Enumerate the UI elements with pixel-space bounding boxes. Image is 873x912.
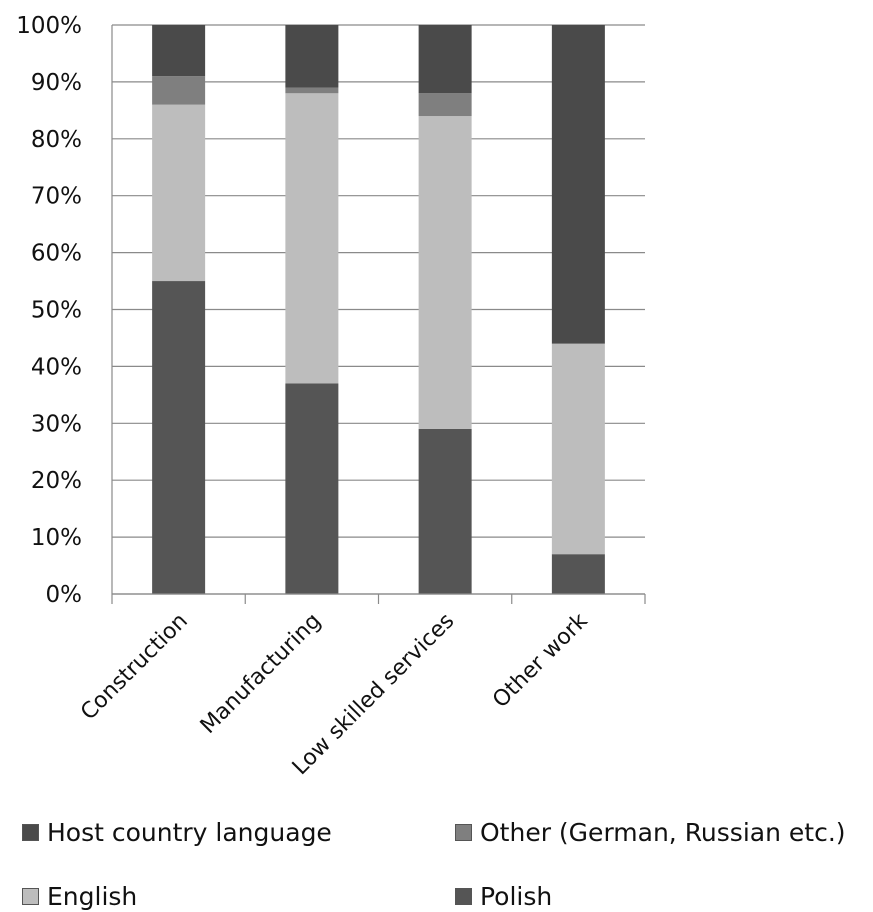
bar-segment-english-low-skilled-services [418, 116, 472, 429]
y-tick-label: 90% [31, 70, 82, 96]
legend-label-english: English [47, 882, 138, 911]
y-tick-label: 80% [31, 127, 82, 153]
y-tick-label: 100% [16, 13, 82, 39]
bar-segment-polish-manufacturing [285, 383, 339, 594]
y-tick-label: 0% [46, 582, 83, 608]
legend-swatch-polish [455, 888, 472, 905]
legend-swatch-host-country-language [22, 824, 39, 841]
bar-segment-host-country-language-low-skilled-services [418, 25, 472, 94]
bar-segment-other-german-russian-etc-construction [152, 76, 206, 105]
bar-segment-english-construction [152, 104, 206, 282]
y-axis-tick-labels: 0% 10% 20% 30% 40% 50% 60% 70% 80% 90% 100% [16, 13, 82, 608]
bar-segment-english-other-work [551, 343, 605, 555]
legend: Host country language Other (German, Rus… [0, 805, 873, 912]
bar-segment-polish-low-skilled-services [418, 428, 472, 594]
bar-segment-host-country-language-other-work [551, 25, 605, 344]
stacked-bar-chart: 0% 10% 20% 30% 40% 50% 60% 70% 80% 90% 100% Constr… [16, 13, 646, 780]
y-tick-label: 50% [31, 298, 82, 324]
bar-segment-polish-construction [152, 281, 206, 594]
legend-swatch-english [22, 888, 39, 905]
x-axis [111, 25, 646, 604]
x-category-label: Other work [488, 608, 593, 713]
y-tick-label: 70% [31, 184, 82, 210]
bar-segment-english-manufacturing [285, 93, 339, 384]
legend-item-polish: Polish [455, 882, 552, 911]
bar-segment-other-german-russian-etc-manufacturing [285, 87, 339, 94]
y-tick-label: 40% [31, 354, 82, 380]
bar-segment-polish-other-work [551, 554, 605, 594]
x-category-label: Construction [76, 609, 193, 726]
bar-segment-host-country-language-manufacturing [285, 25, 339, 88]
legend-item-other-languages: Other (German, Russian etc.) [455, 818, 846, 847]
bars [152, 25, 605, 594]
legend-swatch-other-languages [455, 824, 472, 841]
legend-item-english: English [22, 882, 137, 911]
legend-label-other-languages: Other (German, Russian etc.) [480, 818, 846, 847]
y-tick-label: 20% [31, 468, 82, 494]
y-tick-label: 10% [31, 525, 82, 551]
y-tick-label: 60% [31, 241, 82, 267]
legend-label-host-country-language: Host country language [47, 818, 332, 847]
x-category-label: Manufacturing [196, 609, 326, 739]
bar-segment-other-german-russian-etc-low-skilled-services [418, 93, 472, 117]
legend-label-polish: Polish [480, 882, 553, 911]
y-tick-label: 30% [31, 411, 82, 437]
bar-segment-host-country-language-construction [152, 25, 206, 77]
legend-item-host-country-language: Host country language [22, 818, 332, 847]
